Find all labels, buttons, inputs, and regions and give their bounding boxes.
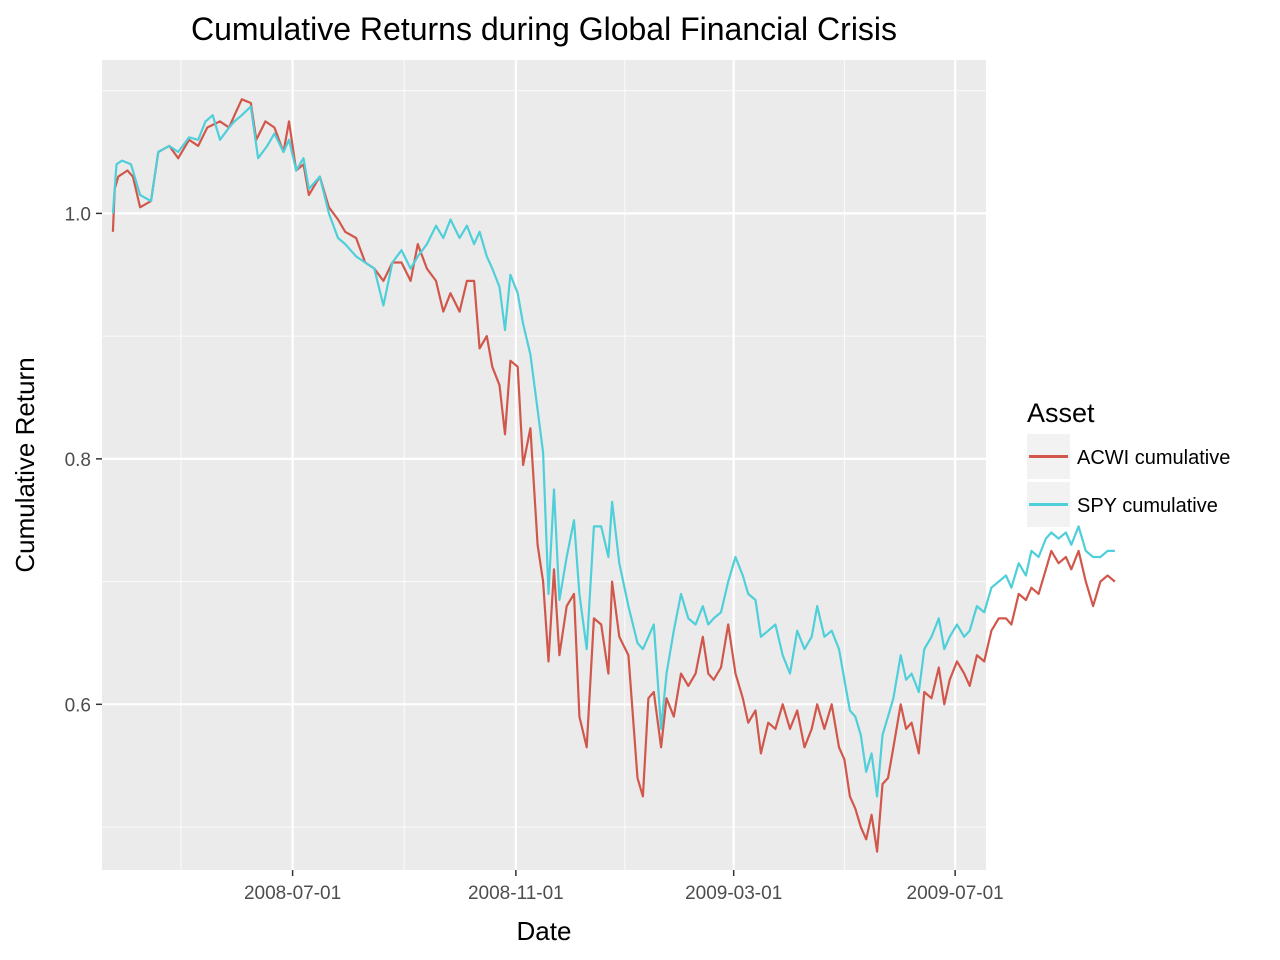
y-axis-title: Cumulative Return <box>10 357 40 572</box>
y-axis-ticks: 0.6 0.8 1.0 <box>65 204 102 716</box>
series-line-spy <box>111 105 1115 798</box>
y-tick-label: 0.8 <box>65 450 91 471</box>
chart-title: Cumulative Returns during Global Financi… <box>191 11 897 47</box>
y-tick-label: 0.6 <box>65 695 91 716</box>
legend: Asset ACWI cumulative SPY cumulative <box>1027 398 1230 527</box>
x-axis-title: Date <box>517 916 572 946</box>
x-axis-ticks: 2008-07-01 2008-11-01 2009-03-01 2009-07-01 <box>244 870 1004 904</box>
series-lines <box>111 98 1116 853</box>
legend-label-spy: SPY cumulative <box>1077 495 1218 517</box>
legend-title: Asset <box>1027 398 1095 428</box>
x-tick-label: 2009-03-01 <box>685 883 782 904</box>
y-tick-label: 1.0 <box>65 204 91 225</box>
x-tick-label: 2008-11-01 <box>468 883 564 904</box>
legend-label-acwi: ACWI cumulative <box>1077 447 1230 469</box>
x-tick-label: 2009-07-01 <box>907 883 1004 904</box>
legend-items: ACWI cumulative SPY cumulative <box>1027 434 1230 527</box>
series-line-acwi <box>111 98 1116 853</box>
x-tick-label: 2008-07-01 <box>244 883 341 904</box>
